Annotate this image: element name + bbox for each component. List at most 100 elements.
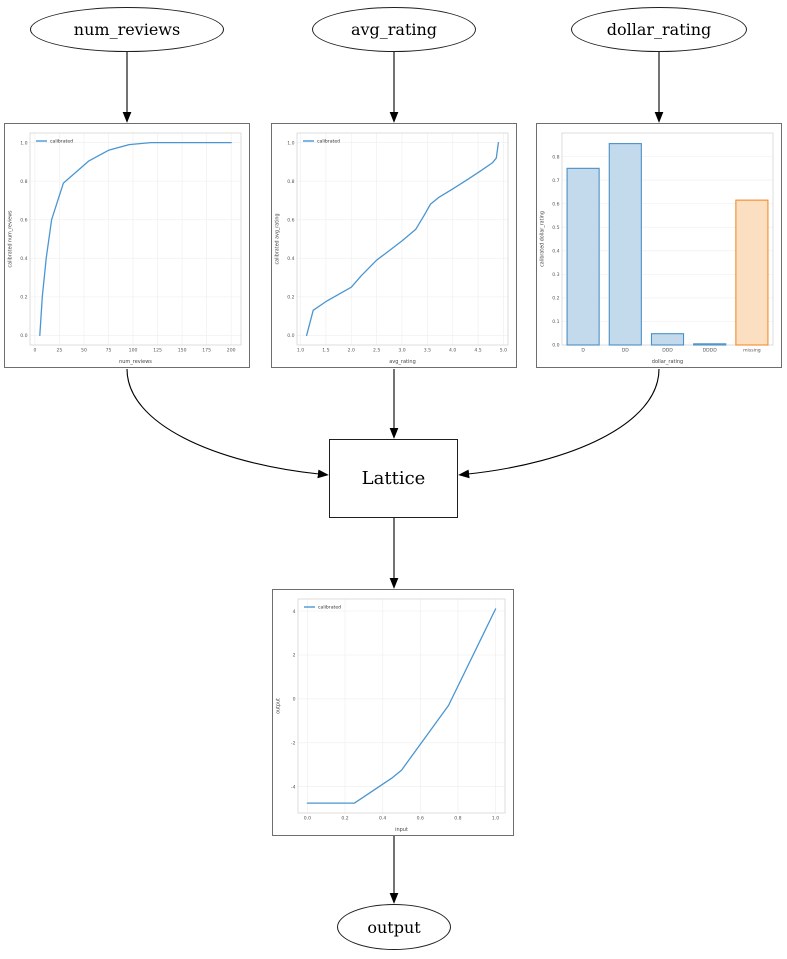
y-tick-label: 0.2 <box>552 296 559 302</box>
axes-frame <box>296 132 509 346</box>
axes-background <box>298 599 505 813</box>
y-tick-label: 0 <box>293 697 296 703</box>
y-tick-label: 0.7 <box>552 178 559 184</box>
x-axis-label: num_reviews <box>119 359 152 365</box>
y-tick-label: 1.0 <box>20 140 27 146</box>
x-tick-label: 0.8 <box>454 816 461 822</box>
y-tick-label: 0.2 <box>20 295 27 301</box>
edge-plot1-to-lattice <box>126 368 329 479</box>
avg-rating-calibration-chart: 0.0 0.2 0.4 0.6 0.8 1.0 1.0 1.5 2.0 2.5 3.0 3.5 4.0 4… <box>275 132 509 365</box>
x-tick-label: 0.2 <box>341 816 348 822</box>
y-tick-label: 4 <box>293 609 296 615</box>
axes-background <box>30 133 241 345</box>
axes-background <box>297 133 508 345</box>
y-tick-label: 0.6 <box>287 217 294 223</box>
y-tick-label: 2 <box>293 653 296 659</box>
x-tick-label: 1.0 <box>297 348 304 354</box>
bar <box>566 167 600 346</box>
x-tick-label: DD <box>622 348 630 354</box>
y-axis-label: calibrated num_reviews <box>8 210 14 268</box>
x-tick-label: 125 <box>153 348 162 354</box>
x-tick-label: 1.5 <box>322 348 329 354</box>
bar <box>735 199 769 346</box>
x-axis-label: dollar_rating <box>652 359 683 365</box>
input-node-dollar-rating-label: dollar_rating <box>606 20 712 39</box>
y-tick-label: 0.6 <box>20 217 27 223</box>
output-calibration-plot: -4 -2 0 2 4 0.0 0.2 0.4 0.6 0.8 1.0 input output cali… <box>272 589 514 836</box>
y-tick-label: 0.4 <box>20 256 27 262</box>
x-axis-label: avg_rating <box>389 359 416 365</box>
y-axis-label: calibrated avg_rating <box>275 213 281 264</box>
calibration-line <box>39 141 232 337</box>
x-tick-label: 1.0 <box>492 816 499 822</box>
x-tick-label: 0.0 <box>304 816 311 822</box>
y-axis-label: calibrated dollar_rating <box>540 211 546 267</box>
x-tick-label: 0.6 <box>417 816 424 822</box>
input-node-num-reviews: num_reviews <box>30 7 224 52</box>
x-tick-label: 2.5 <box>373 348 380 354</box>
bar <box>650 333 685 346</box>
x-tick-label: D <box>581 348 585 354</box>
x-tick-label: 0.4 <box>379 816 386 822</box>
input-node-num-reviews-label: num_reviews <box>73 20 181 39</box>
input-node-avg-rating: avg_rating <box>312 7 476 52</box>
x-tick-label: 175 <box>202 348 211 354</box>
x-tick-label: DDDD <box>703 348 718 354</box>
x-tick-label: 0 <box>33 348 36 354</box>
calibration-plot-avg-rating: 0.0 0.2 0.4 0.6 0.8 1.0 1.0 1.5 2.0 2.5 3.0 3.5 4.0 4… <box>271 123 517 368</box>
input-node-avg-rating-label: avg_rating <box>350 20 438 39</box>
x-tick-label: 3.0 <box>398 348 405 354</box>
x-tick-label: 75 <box>106 348 112 354</box>
legend-label: calibrated <box>317 139 340 145</box>
calibration-line <box>306 608 497 804</box>
output-calibration-chart: -4 -2 0 2 4 0.0 0.2 0.4 0.6 0.8 1.0 input output cali… <box>276 598 506 833</box>
x-axis-label: input <box>395 827 408 833</box>
x-tick-label: missing <box>743 348 761 354</box>
x-tick-label: 3.5 <box>424 348 431 354</box>
bar <box>693 343 727 346</box>
y-tick-label: 0.3 <box>552 272 559 278</box>
y-tick-label: 0.4 <box>552 248 559 254</box>
output-node-label: output <box>367 917 421 937</box>
x-tick-label: 100 <box>129 348 138 354</box>
y-tick-label: 0.8 <box>20 179 27 185</box>
y-tick-label: 0.0 <box>287 333 294 339</box>
y-tick-label: 1.0 <box>287 140 294 146</box>
dollar-rating-calibration-chart: 0.00.10.20.30.40.50.60.70.8D DD DDD DDDD mis… <box>540 132 774 365</box>
y-tick-label: 0.0 <box>552 343 559 349</box>
calibration-plot-num-reviews: 0.0 0.2 0.4 0.6 0.8 1.0 0 25 50 75 100 125 150 175 200… <box>4 123 250 368</box>
axes-frame <box>29 132 242 346</box>
x-tick-label: 150 <box>178 348 187 354</box>
axes-frame <box>297 598 506 814</box>
output-node: output <box>337 904 451 950</box>
x-tick-label: 200 <box>227 348 236 354</box>
x-tick-label: 2.0 <box>348 348 355 354</box>
input-node-dollar-rating: dollar_rating <box>571 7 747 52</box>
lattice-node-label: Lattice <box>361 468 426 489</box>
y-tick-label: 0.1 <box>552 319 559 325</box>
y-tick-label: 0.2 <box>287 295 294 301</box>
calibration-line <box>305 141 500 337</box>
y-tick-label: -2 <box>291 740 296 746</box>
legend-label: calibrated <box>50 139 73 145</box>
lattice-node: Lattice <box>329 439 458 518</box>
x-tick-label: 4.5 <box>474 348 481 354</box>
x-tick-label: 50 <box>81 348 87 354</box>
edge-plot3-to-lattice <box>458 368 660 479</box>
y-tick-label: 0.6 <box>552 201 559 207</box>
legend-label: calibrated <box>318 605 341 611</box>
y-tick-label: 0.8 <box>287 179 294 185</box>
x-tick-label: 25 <box>57 348 63 354</box>
y-tick-label: 0.4 <box>287 256 294 262</box>
x-tick-label: DDD <box>662 348 673 354</box>
x-tick-label: 4.0 <box>449 348 456 354</box>
num-reviews-calibration-chart: 0.0 0.2 0.4 0.6 0.8 1.0 0 25 50 75 100 125 150 175 200… <box>8 132 242 365</box>
y-tick-label: 0.8 <box>552 154 559 160</box>
y-axis-label: output <box>276 698 282 714</box>
x-tick-label: 5.0 <box>500 348 507 354</box>
calibration-plot-dollar-rating: 0.0 0.1 0.2 0.3 0.4 0.5 0.6 0.7 0.8 D DD DDD DDDD mis… <box>536 123 782 368</box>
y-tick-label: 0.5 <box>552 225 559 231</box>
y-tick-label: 0.0 <box>20 333 27 339</box>
bar <box>608 143 642 346</box>
